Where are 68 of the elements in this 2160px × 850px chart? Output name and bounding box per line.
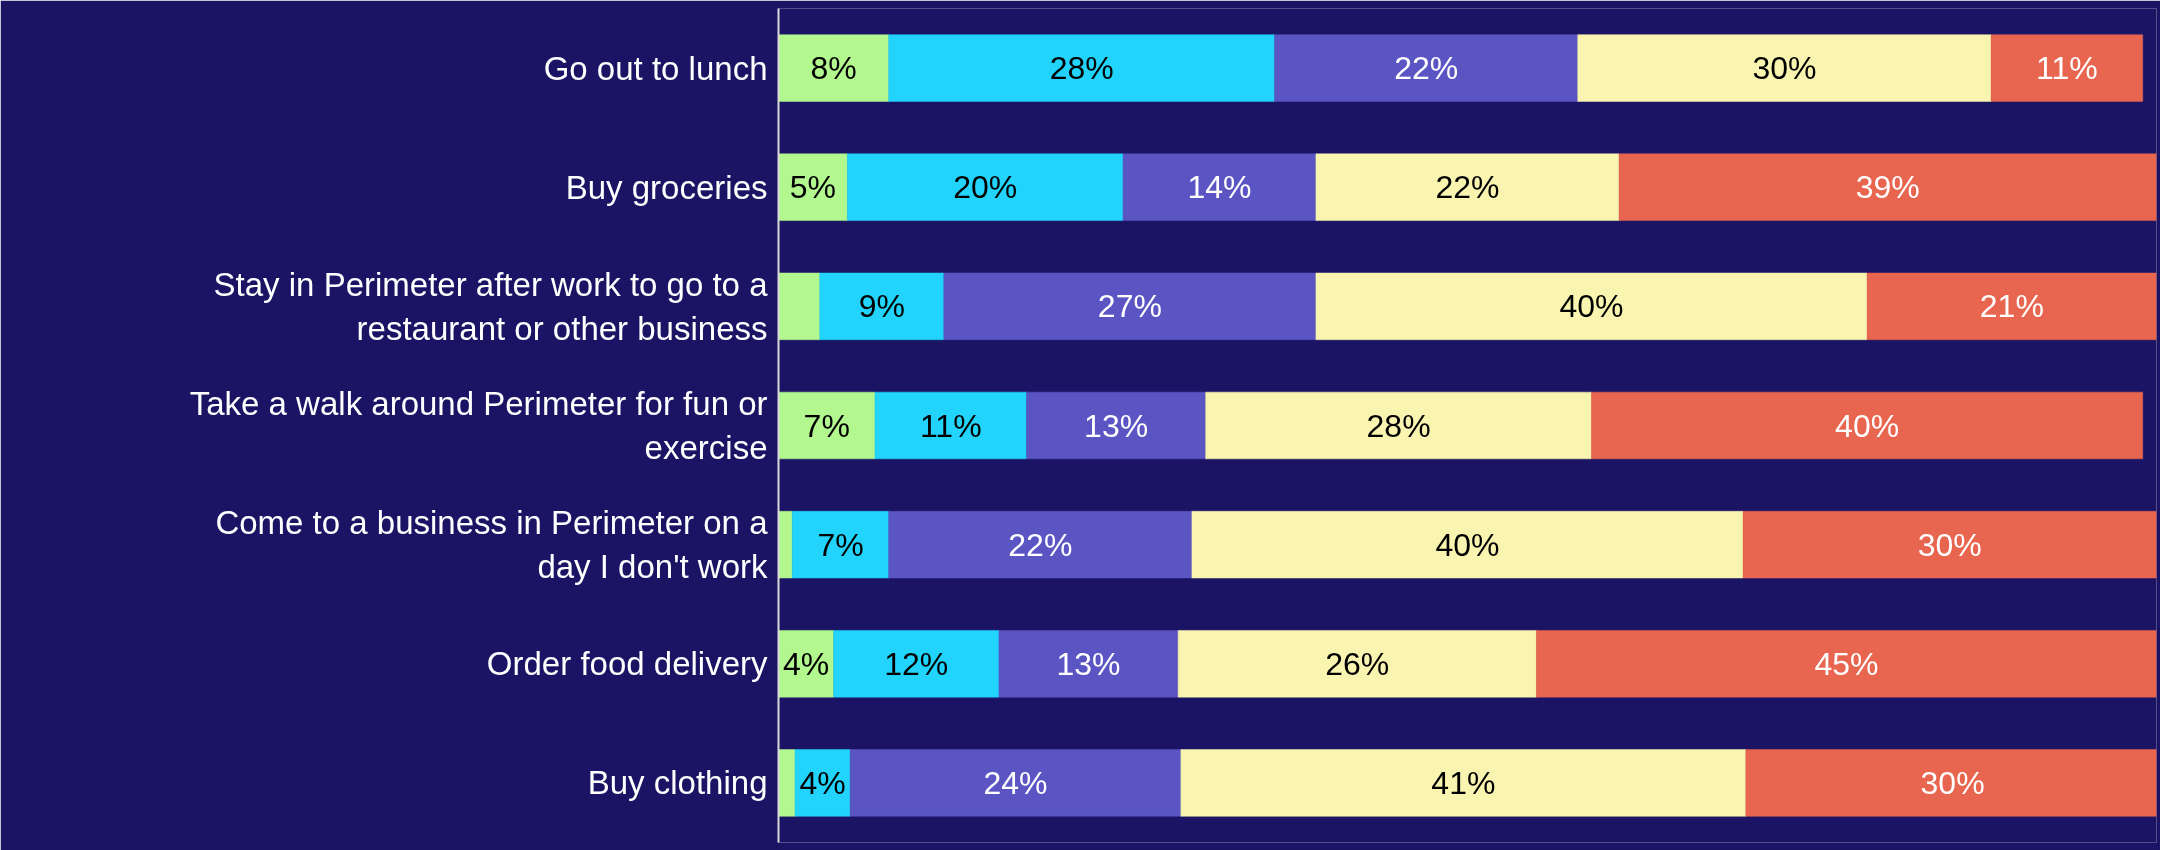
data-label: 5%	[789, 169, 837, 206]
bar	[819, 272, 945, 340]
data-label: 28%	[1049, 50, 1114, 87]
data-label: 14%	[1187, 169, 1252, 206]
data-label: 4%	[799, 764, 846, 801]
data-label: 28%	[1366, 407, 1431, 444]
bar	[1536, 630, 2157, 698]
bar	[888, 511, 1193, 579]
data-label: 7%	[817, 526, 864, 563]
data-label: 27%	[1097, 288, 1162, 325]
bar	[943, 272, 1317, 340]
bar	[998, 630, 1179, 698]
y-tick-label: Go out to lunch	[543, 49, 768, 87]
bar	[1591, 391, 2143, 460]
data-label: 30%	[1917, 526, 1982, 563]
bar	[833, 630, 1000, 698]
data-label: 13%	[1056, 645, 1121, 682]
data-label: 40%	[1835, 407, 1900, 444]
bar	[1122, 153, 1317, 221]
data-label: 9%	[858, 288, 905, 325]
y-tick-label: Buy clothing	[587, 764, 768, 802]
bar	[847, 153, 1124, 221]
data-label: 22%	[1394, 50, 1459, 87]
data-label: 22%	[1008, 526, 1073, 563]
data-label: 21%	[1979, 288, 2044, 325]
data-label: 20%	[953, 169, 1018, 206]
bar	[1618, 153, 2157, 221]
data-label: 45%	[1814, 645, 1879, 682]
data-label: 40%	[1435, 526, 1500, 563]
y-tick-label: Come to a business in Perimeter on a day I don't work	[215, 503, 769, 586]
bar	[1577, 34, 1992, 102]
data-label: 8%	[810, 50, 857, 87]
bar	[849, 749, 1182, 817]
data-label: 11%	[919, 407, 982, 444]
bar	[1274, 34, 1578, 102]
bar	[792, 511, 889, 579]
data-label: 26%	[1325, 645, 1390, 682]
data-label: 11%	[2036, 50, 2098, 87]
data-label: 30%	[1920, 764, 1985, 801]
bar	[1315, 153, 1620, 221]
bar	[874, 391, 1027, 460]
y-tick-label: Take a walk around Perimeter for fun or exercise	[189, 384, 768, 467]
data-label: 41%	[1431, 764, 1496, 801]
data-label: 30%	[1752, 50, 1817, 87]
bar	[1742, 511, 2157, 579]
data-label: 39%	[1855, 169, 1920, 206]
bar	[1866, 272, 2157, 340]
data-label: 4%	[782, 645, 830, 682]
bar	[888, 34, 1275, 102]
bar	[778, 391, 876, 460]
bar	[778, 272, 821, 340]
data-label: 13%	[1084, 407, 1149, 444]
bar	[1191, 511, 1744, 579]
data-label: 24%	[983, 764, 1048, 801]
bar	[1205, 391, 1592, 460]
data-label: 40%	[1559, 288, 1624, 325]
bar	[1177, 630, 1537, 698]
bar	[778, 34, 889, 102]
data-label: 7%	[803, 407, 850, 444]
data-label: 12%	[884, 645, 949, 682]
bar	[1180, 749, 1747, 817]
bar	[1315, 272, 1868, 340]
bar	[1990, 34, 2143, 102]
y-tick-label: Order food delivery	[486, 645, 768, 683]
y-tick-label: Buy groceries	[565, 168, 768, 206]
y-tick-label: Stay in Perimeter after work to go to a restaurant or other business	[213, 265, 769, 348]
bar	[1026, 391, 1206, 460]
data-label: 22%	[1435, 169, 1500, 206]
